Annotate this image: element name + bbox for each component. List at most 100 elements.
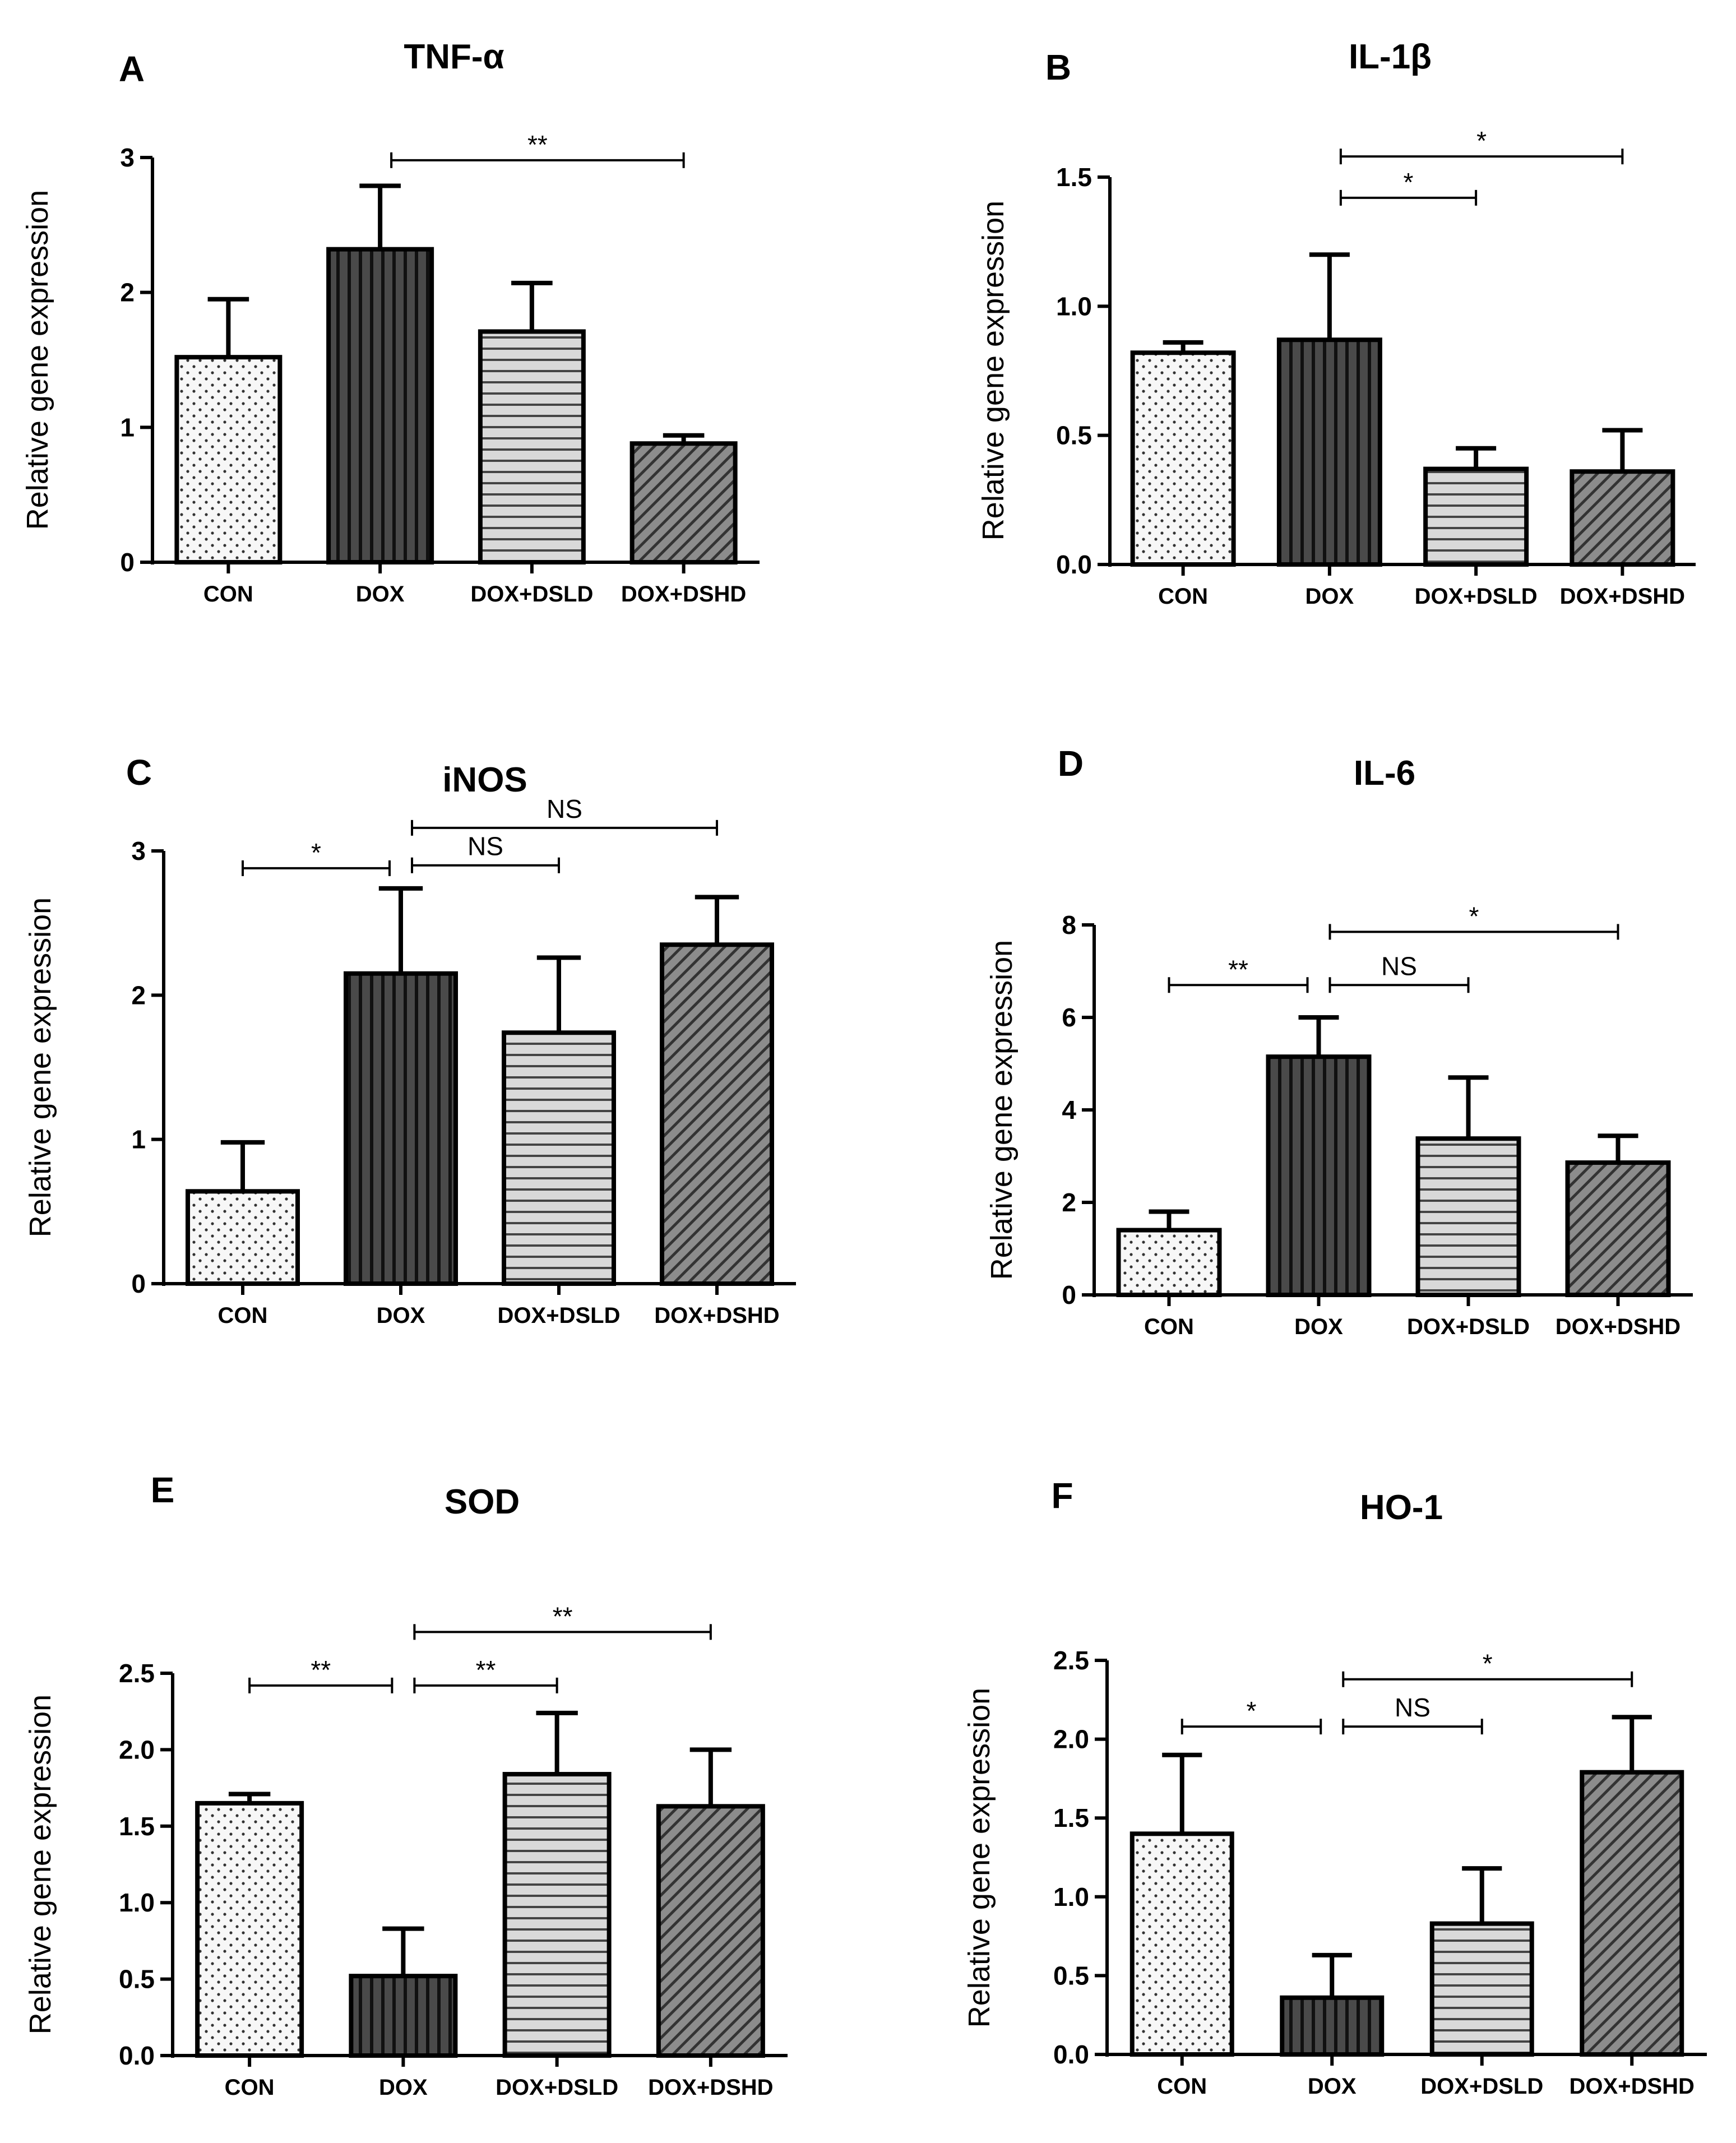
significance-bracket: NS <box>1342 1693 1483 1735</box>
bar-con <box>1116 1228 1222 1297</box>
bar-dox <box>1280 1995 1385 2057</box>
x-tick-label: DOX+DSHD <box>654 1303 779 1328</box>
y-tick-label: 0.0 <box>1056 550 1092 579</box>
significance-label: * <box>311 838 321 867</box>
y-tick-label: 8 <box>1062 910 1076 939</box>
bar-dox <box>344 971 458 1286</box>
bar-dox-dsld <box>478 329 586 565</box>
y-tick-label: 0 <box>1062 1280 1076 1309</box>
significance-label: ** <box>476 1655 496 1684</box>
y-tick-label: 1.0 <box>1053 1882 1089 1911</box>
x-tick-label: DOX <box>1294 1315 1343 1339</box>
x-tick-label: CON <box>1144 1315 1194 1339</box>
y-tick-label: 4 <box>1062 1095 1076 1124</box>
x-tick-label: DOX+DSLD <box>1407 1315 1530 1339</box>
panel-letter: C <box>126 752 152 793</box>
bar-dox <box>1266 1054 1372 1297</box>
y-axis-label: Relative gene expression <box>24 1695 57 2034</box>
x-tick-label: DOX+DSLD <box>498 1303 621 1328</box>
significance-bracket: ** <box>413 1655 558 1693</box>
chart-title: iNOS <box>442 761 527 799</box>
y-tick-label: 3 <box>120 143 135 172</box>
significance-bracket: NS <box>1328 951 1470 993</box>
bar-dox <box>349 1974 458 2058</box>
chart-title: IL-1β <box>1349 38 1432 76</box>
bar-dox-dsld <box>1423 466 1529 567</box>
bar-dox-dshd <box>1565 1160 1671 1298</box>
panel-letter: B <box>1045 47 1071 87</box>
panel-letter: F <box>1051 1475 1073 1516</box>
bar-dox-dshd <box>660 942 774 1286</box>
panel-a: A TNF-α Relative gene expression 0 1 2 3 CON DOX… <box>21 38 760 607</box>
x-tick-label: DOX+DSLD <box>1415 584 1538 609</box>
y-tick-label: 1.0 <box>1056 291 1092 321</box>
y-tick-label: 0.5 <box>1053 1961 1089 1990</box>
y-axis-label: Relative gene expression <box>985 940 1019 1280</box>
bar-con <box>1130 350 1236 567</box>
significance-bracket: NS <box>411 794 718 836</box>
panel-d: D IL-6 Relative gene expression 0 2 4 6 8 CON DOX… <box>985 743 1693 1339</box>
x-tick-label: DOX+DSHD <box>648 2075 773 2100</box>
x-tick-label: DOX+DSHD <box>1570 2074 1695 2099</box>
significance-bracket: ** <box>390 130 685 168</box>
bar-dox-dsld <box>1429 1921 1534 2057</box>
significance-label: * <box>1476 126 1487 155</box>
bar-con <box>174 355 283 564</box>
bar-dox <box>326 247 434 564</box>
y-axis-label: Relative gene expression <box>21 190 54 530</box>
y-tick-label: 2.0 <box>1053 1725 1089 1754</box>
y-tick-label: 0 <box>131 1269 146 1298</box>
y-tick-label: 1 <box>131 1125 146 1154</box>
significance-bracket: * <box>1339 126 1624 165</box>
x-tick-label: DOX+DSLD <box>470 582 593 607</box>
y-axis-label: Relative gene expression <box>962 1688 996 2028</box>
panel-letter: A <box>119 49 145 89</box>
bar-dox-dsld <box>1415 1136 1521 1298</box>
y-axis-label: Relative gene expression <box>976 201 1010 540</box>
y-tick-label: 1.0 <box>119 1888 155 1917</box>
y-tick-label: 2 <box>120 278 135 307</box>
bar-dox-dshd <box>1580 1770 1684 2057</box>
x-tick-label: DOX+DSHD <box>1560 584 1685 609</box>
significance-label: ** <box>553 1602 573 1631</box>
panel-f: F HO-1 Relative gene expression 0.0 0.5 1.0 1.… <box>962 1475 1707 2099</box>
x-tick-label: CON <box>218 1303 268 1328</box>
significance-label: NS <box>547 794 582 823</box>
bar-dox-dshd <box>1570 469 1675 567</box>
y-tick-label: 2 <box>1062 1188 1076 1217</box>
significance-bracket: * <box>1328 901 1619 940</box>
bar-dox-dsld <box>502 1772 612 2058</box>
y-tick-label: 6 <box>1062 1003 1076 1032</box>
panel-e: E SOD Relative gene expression 0.0 0.5 1.0 1.5… <box>24 1470 788 2100</box>
y-tick-label: 0.0 <box>1053 2040 1089 2069</box>
bar-dox-dshd <box>656 1804 765 2058</box>
panel-b: B IL-1β Relative gene expression 0.0 0.5 1.0 1… <box>976 38 1696 609</box>
significance-label: * <box>1247 1696 1257 1725</box>
y-tick-label: 1.5 <box>1053 1803 1089 1832</box>
chart-title: HO-1 <box>1360 1488 1443 1527</box>
y-axis-label: Relative gene expression <box>24 897 57 1237</box>
y-tick-label: 1 <box>120 413 135 442</box>
significance-label: * <box>1483 1649 1493 1678</box>
bar-dox-dshd <box>629 441 738 564</box>
chart-title: TNF-α <box>404 38 504 76</box>
significance-bracket: ** <box>413 1602 712 1640</box>
significance-bracket: * <box>242 838 391 876</box>
y-tick-label: 2.5 <box>1053 1646 1089 1675</box>
x-tick-label: DOX <box>1308 2074 1357 2099</box>
x-tick-label: DOX <box>356 582 405 607</box>
panel-letter: E <box>151 1470 175 1510</box>
y-tick-label: 0.0 <box>119 2041 155 2070</box>
y-tick-label: 1.5 <box>119 1812 155 1841</box>
x-tick-label: DOX <box>1306 584 1354 609</box>
x-tick-label: DOX+DSHD <box>1556 1315 1681 1339</box>
significance-bracket: ** <box>248 1655 394 1693</box>
x-tick-label: CON <box>1158 584 1208 609</box>
x-tick-label: DOX+DSLD <box>496 2075 618 2100</box>
bar-dox <box>1276 337 1382 567</box>
y-tick-label: 3 <box>131 836 146 865</box>
y-tick-label: 2.5 <box>119 1659 155 1688</box>
x-tick-label: DOX+DSLD <box>1420 2074 1543 2099</box>
